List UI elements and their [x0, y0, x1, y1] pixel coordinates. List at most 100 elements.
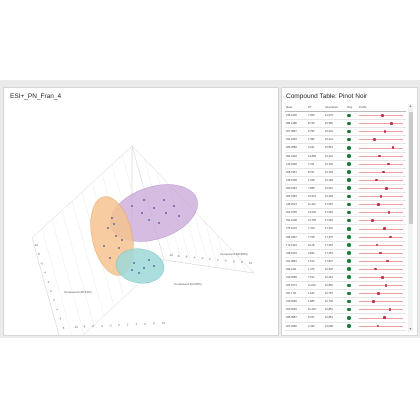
flag-dot-icon[interactable]	[347, 202, 351, 207]
table-row[interactable]: 415.0630 1.886 16,749	[285, 297, 406, 307]
table-row[interactable]: 219.0959 7.612 16,461	[285, 273, 406, 283]
table-row[interactable]: 448.2013 11.412 17,687	[285, 200, 406, 210]
table-row[interactable]: 284.0658 9.241 16,861	[285, 143, 406, 153]
flag-dot-icon[interactable]	[347, 243, 351, 247]
cell-flag[interactable]	[346, 330, 358, 332]
flag-dot-icon[interactable]	[347, 267, 351, 271]
table-row[interactable]: 207.0867 6.752 16,034	[285, 127, 406, 137]
table-row[interactable]: 375.1016 7.419 17,431	[285, 224, 406, 234]
cell-flag[interactable]	[346, 257, 358, 266]
table-row[interactable]: 235.1508 1.048 16,184	[285, 176, 406, 185]
flag-dot-icon[interactable]	[347, 129, 351, 134]
sample-point[interactable]	[158, 222, 160, 224]
table-scrollbar[interactable]: ▲ ▼	[408, 104, 413, 332]
table-row[interactable]: 282.2111 1.376 16,940	[285, 265, 406, 274]
cell-flag[interactable]	[346, 241, 358, 250]
sample-point[interactable]	[178, 215, 180, 217]
cell-flag[interactable]	[346, 119, 358, 129]
scroll-thumb[interactable]	[408, 112, 413, 224]
flag-dot-icon[interactable]	[347, 283, 351, 288]
score-plot-3d[interactable]: Compound (18.91%) Compound 2(8.36%) Comp…	[4, 88, 278, 335]
flag-dot-icon[interactable]	[347, 121, 351, 126]
table-row[interactable]: 262.0765 12.046 17,663	[285, 208, 406, 218]
table-row[interactable]: 497.1711 1.643 16,787	[285, 289, 406, 299]
flag-dot-icon[interactable]	[347, 259, 351, 263]
table-row[interactable]: 205.0774 11.016 16,881	[285, 281, 406, 291]
cell-flag[interactable]	[346, 111, 358, 121]
flag-dot-icon[interactable]	[347, 324, 351, 328]
sample-point[interactable]	[143, 199, 145, 201]
table-row[interactable]: 286.0987 8.071 16,861	[285, 313, 406, 323]
sample-point[interactable]	[103, 245, 105, 247]
sample-point[interactable]	[131, 269, 133, 271]
sample-point[interactable]	[173, 205, 175, 207]
table-row[interactable]: 260.1664 7.588 16,510	[285, 184, 406, 194]
header-abundance[interactable]: Abundance	[324, 104, 346, 113]
table-row[interactable]: 291.1208 10.765 17,663	[285, 216, 406, 226]
cell-flag[interactable]	[346, 135, 358, 145]
sample-point[interactable]	[153, 207, 155, 209]
cell-flag[interactable]	[346, 168, 358, 177]
header-rt[interactable]: RT	[307, 104, 324, 113]
table-row[interactable]: 396.1897 7.768 17,475	[285, 233, 406, 242]
table-scroll-area[interactable]: Mass RT Abundance Flag Profile 235.1230 7…	[285, 104, 406, 332]
sample-point[interactable]	[148, 219, 150, 221]
table-row[interactable]: 207.0460 4.430 16,098	[285, 322, 406, 331]
cell-flag[interactable]	[346, 127, 358, 137]
cell-flag[interactable]	[346, 192, 358, 202]
flag-dot-icon[interactable]	[347, 113, 351, 118]
sample-point[interactable]	[118, 247, 120, 249]
sample-point[interactable]	[138, 272, 140, 274]
cell-flag[interactable]	[346, 176, 358, 185]
flag-dot-icon[interactable]	[347, 307, 351, 312]
flag-dot-icon[interactable]	[347, 154, 351, 158]
flag-dot-icon[interactable]	[347, 226, 351, 231]
flag-dot-icon[interactable]	[347, 218, 351, 223]
cell-flag[interactable]	[346, 208, 358, 218]
sample-point[interactable]	[131, 205, 133, 207]
flag-dot-icon[interactable]	[347, 235, 351, 239]
header-profile[interactable]: Profile	[358, 104, 406, 113]
cell-flag[interactable]	[346, 224, 358, 234]
cell-flag[interactable]	[346, 313, 358, 323]
cell-flag[interactable]	[346, 297, 358, 307]
cell-flag[interactable]	[346, 281, 358, 291]
flag-dot-icon[interactable]	[347, 145, 351, 150]
flag-dot-icon[interactable]	[347, 275, 351, 280]
header-flag[interactable]: Flag	[346, 104, 358, 113]
flag-dot-icon[interactable]	[347, 194, 351, 199]
header-mass[interactable]: Mass	[285, 104, 307, 113]
table-row[interactable]: 235.1230 7.260 12,076	[285, 111, 406, 121]
table-row[interactable]: 348.2233 2.834 17,251	[285, 249, 406, 258]
cell-flag[interactable]	[346, 249, 358, 258]
table-row[interactable]: 172.1333 9.118 17,364	[285, 241, 406, 250]
sample-point[interactable]	[133, 262, 135, 264]
cell-flag[interactable]	[346, 216, 358, 226]
cell-flag[interactable]	[346, 200, 358, 210]
scroll-down-icon[interactable]: ▼	[408, 327, 413, 331]
sample-point[interactable]	[163, 199, 165, 201]
scroll-up-icon[interactable]: ▲	[408, 104, 413, 108]
flag-dot-icon[interactable]	[347, 178, 351, 182]
table-row[interactable]: 415.0496 7.311 16,149	[285, 160, 406, 169]
sample-point[interactable]	[153, 265, 155, 267]
sample-point[interactable]	[113, 223, 115, 225]
sample-point[interactable]	[143, 267, 145, 269]
flag-dot-icon[interactable]	[347, 315, 351, 320]
cell-flag[interactable]	[346, 265, 358, 274]
cell-flag[interactable]	[346, 289, 358, 299]
cell-flag[interactable]	[346, 233, 358, 242]
flag-dot-icon[interactable]	[347, 299, 351, 304]
cell-flag[interactable]	[346, 305, 358, 315]
table-row[interactable]: 451.1853 1.396 16,441	[285, 135, 406, 145]
sample-point[interactable]	[107, 227, 109, 229]
flag-dot-icon[interactable]	[347, 162, 351, 166]
sample-point[interactable]	[115, 235, 117, 237]
sample-point[interactable]	[121, 239, 123, 241]
cell-flag[interactable]	[346, 322, 358, 331]
table-row[interactable]: 149.05061.06116,106	[285, 330, 406, 332]
cell-flag[interactable]	[346, 184, 358, 194]
flag-dot-icon[interactable]	[347, 170, 351, 174]
table-row[interactable]: 364.2316 12.809 16,441	[285, 152, 406, 161]
table-row[interactable]: 405.1684 10.641 16,218	[285, 192, 406, 202]
